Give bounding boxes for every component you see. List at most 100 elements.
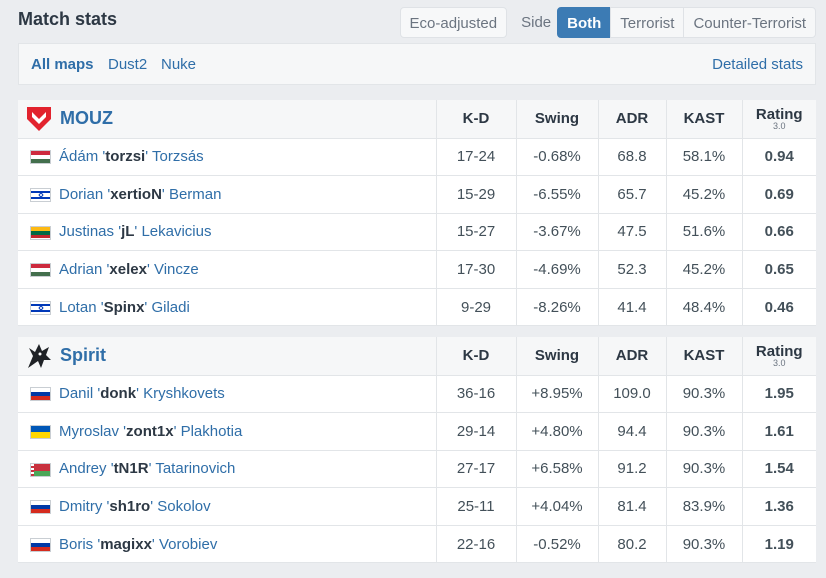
hungary-flag-icon: [30, 150, 51, 165]
rating-header[interactable]: Rating 3.0: [741, 100, 816, 139]
player-last-name[interactable]: Vincze: [153, 261, 199, 279]
kd-value: 22-16: [435, 525, 516, 564]
player-nickname[interactable]: Spinx: [103, 298, 145, 316]
swing-value: -0.68%: [515, 138, 598, 177]
player-cell[interactable]: Lotan 'Spinx' Giladi: [18, 288, 436, 327]
player-first-name[interactable]: Danil: [59, 385, 94, 403]
rating-value: 1.61: [741, 412, 816, 451]
player-last-name[interactable]: Giladi: [151, 298, 190, 316]
swing-header[interactable]: Swing: [515, 337, 598, 376]
player-nickname[interactable]: jL: [121, 223, 135, 241]
team-table-mouz: MOUZ K-D Swing ADR KAST Rating 3.0 Ádám 'torzsi…: [18, 100, 816, 327]
player-last-name[interactable]: Vorobiev: [158, 535, 218, 553]
team-name[interactable]: MOUZ: [60, 108, 113, 129]
player-first-name[interactable]: Dorian: [59, 185, 104, 203]
player-cell[interactable]: Justinas 'jL' Lekavicius: [18, 213, 436, 252]
kast-header[interactable]: KAST: [665, 337, 742, 376]
kd-header[interactable]: K-D: [435, 100, 516, 139]
kast-value: 90.3%: [665, 450, 742, 489]
kd-value: 25-11: [435, 487, 516, 526]
player-first-name[interactable]: Adrian: [59, 261, 103, 279]
player-last-name[interactable]: Kryshkovets: [143, 385, 225, 403]
player-first-name[interactable]: Lotan: [59, 298, 97, 316]
side-option-terrorist[interactable]: Terrorist: [610, 7, 685, 38]
team-table-spirit: Spirit K-D Swing ADR KAST Rating 3.0 Danil 'don…: [18, 337, 816, 564]
rating-value: 0.69: [741, 175, 816, 214]
kd-value: 17-30: [435, 250, 516, 289]
map-tabs-bar: All maps Dust2 Nuke Detailed stats: [18, 43, 816, 85]
player-first-name[interactable]: Andrey: [59, 460, 107, 478]
rating-value: 0.94: [741, 138, 816, 177]
detailed-stats-link[interactable]: Detailed stats: [712, 56, 803, 73]
player-cell[interactable]: Dmitry 'sh1ro' Sokolov: [18, 487, 436, 526]
side-option-both[interactable]: Both: [557, 7, 612, 38]
kd-value: 29-14: [435, 412, 516, 451]
lithuania-flag-icon: [30, 225, 51, 240]
player-last-name[interactable]: Tatarinovich: [155, 460, 236, 478]
kast-value: 45.2%: [665, 250, 742, 289]
side-option-counter-terrorist[interactable]: Counter-Terrorist: [683, 7, 816, 38]
kd-value: 17-24: [435, 138, 516, 177]
rating-label: Rating: [755, 105, 803, 123]
player-nickname[interactable]: magixx: [100, 535, 152, 553]
player-first-name[interactable]: Ádám: [59, 148, 99, 166]
adr-header[interactable]: ADR: [597, 100, 666, 139]
rating-value: 1.54: [741, 450, 816, 489]
map-tab-nuke[interactable]: Nuke: [161, 56, 197, 73]
side-label: Side: [521, 14, 552, 31]
kd-value: 9-29: [435, 288, 516, 327]
team-name[interactable]: Spirit: [60, 345, 107, 366]
map-tab-all-maps[interactable]: All maps: [31, 56, 94, 73]
player-last-name[interactable]: Berman: [168, 185, 222, 203]
player-nickname[interactable]: torzsi: [105, 148, 146, 166]
player-nickname[interactable]: tN1R: [113, 460, 149, 478]
player-nickname[interactable]: sh1ro: [109, 498, 151, 516]
player-last-name[interactable]: Lekavicius: [141, 223, 212, 241]
player-last-name[interactable]: Plakhotia: [180, 422, 243, 440]
player-last-name[interactable]: Torzsás: [152, 148, 204, 166]
player-cell[interactable]: Danil 'donk' Kryshkovets: [18, 375, 436, 414]
player-cell[interactable]: Ádám 'torzsi' Torzsás: [18, 138, 436, 177]
adr-value: 80.2: [597, 525, 666, 564]
hungary-flag-icon: [30, 263, 51, 278]
adr-value: 52.3: [597, 250, 666, 289]
player-cell[interactable]: Andrey 'tN1R' Tatarinovich: [18, 450, 436, 489]
team-header-row: MOUZ K-D Swing ADR KAST Rating 3.0: [18, 100, 816, 139]
player-row: Myroslav 'zont1x' Plakhotia 29-14 +4.80% 94…: [18, 412, 816, 451]
kd-value: 27-17: [435, 450, 516, 489]
map-tab-dust2[interactable]: Dust2: [108, 56, 148, 73]
player-cell[interactable]: Adrian 'xelex' Vincze: [18, 250, 436, 289]
player-cell[interactable]: Dorian 'xertioN' Berman: [18, 175, 436, 214]
adr-value: 41.4: [597, 288, 666, 327]
rating-value: 1.19: [741, 525, 816, 564]
team-name-cell[interactable]: Spirit: [18, 337, 436, 376]
player-nickname[interactable]: xelex: [109, 261, 147, 279]
match-stats-header: Match stats Eco-adjusted Side Both Terro…: [0, 0, 826, 42]
adr-header[interactable]: ADR: [597, 337, 666, 376]
player-first-name[interactable]: Dmitry: [59, 498, 103, 516]
filters: Eco-adjusted Side Both Terrorist Counter…: [399, 7, 816, 38]
kd-value: 15-27: [435, 213, 516, 252]
player-last-name[interactable]: Sokolov: [157, 498, 211, 516]
player-nickname[interactable]: zont1x: [126, 422, 174, 440]
eco-adjusted-toggle[interactable]: Eco-adjusted: [399, 7, 508, 38]
ukraine-flag-icon: [30, 424, 51, 439]
rating-header[interactable]: Rating 3.0: [741, 337, 816, 376]
rating-label: Rating: [755, 342, 803, 360]
player-row: Dmitry 'sh1ro' Sokolov 25-11 +4.04% 81.4 83.…: [18, 487, 816, 526]
team-name-cell[interactable]: MOUZ: [18, 100, 436, 139]
kd-header[interactable]: K-D: [435, 337, 516, 376]
player-cell[interactable]: Boris 'magixx' Vorobiev: [18, 525, 436, 564]
player-first-name[interactable]: Boris: [59, 535, 94, 553]
kd-value: 15-29: [435, 175, 516, 214]
player-first-name[interactable]: Justinas: [59, 223, 115, 241]
swing-header[interactable]: Swing: [515, 100, 598, 139]
player-nickname[interactable]: xertioN: [110, 185, 162, 203]
player-nickname[interactable]: donk: [100, 385, 137, 403]
player-row: Lotan 'Spinx' Giladi 9-29 -8.26% 41.4 48.4% 0…: [18, 288, 816, 327]
swing-value: +6.58%: [515, 450, 598, 489]
kast-header[interactable]: KAST: [665, 100, 742, 139]
rating-value: 0.65: [741, 250, 816, 289]
player-first-name[interactable]: Myroslav: [59, 422, 120, 440]
player-cell[interactable]: Myroslav 'zont1x' Plakhotia: [18, 412, 436, 451]
